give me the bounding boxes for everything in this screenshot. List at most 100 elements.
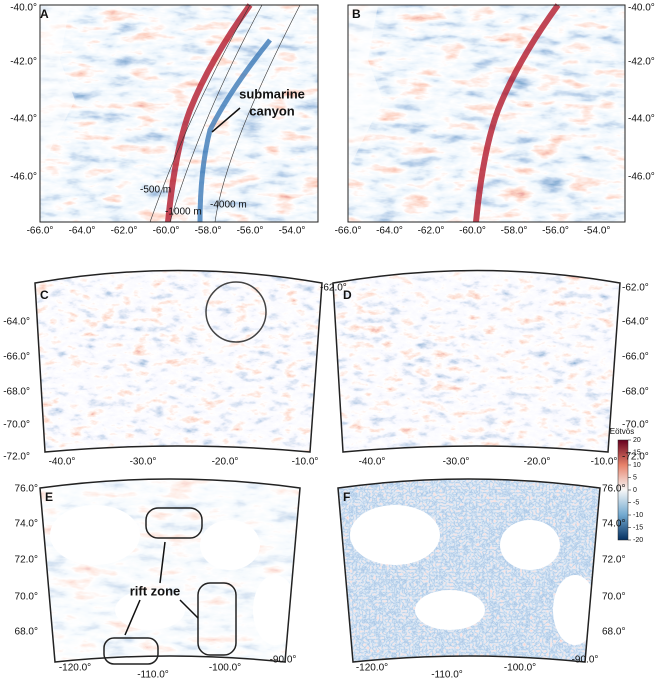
lon-label: -110.0° bbox=[431, 670, 463, 681]
lon-label: -20.0° bbox=[212, 457, 239, 468]
lon-label: -110.0° bbox=[137, 670, 169, 681]
lon-label: -56.0° bbox=[542, 226, 569, 237]
lon-label: -66.0° bbox=[27, 226, 54, 237]
lat-label: -66.0° bbox=[622, 352, 649, 363]
contours bbox=[149, 4, 301, 223]
frame bbox=[337, 478, 601, 663]
rift-box bbox=[145, 507, 203, 539]
canyon bbox=[197, 38, 272, 223]
map-c bbox=[35, 270, 322, 452]
frame bbox=[332, 269, 621, 453]
panel-letter: A bbox=[40, 7, 49, 21]
lat-label: -42.0° bbox=[10, 57, 37, 68]
canyon-label: submarine bbox=[239, 86, 305, 101]
panel-letter: B bbox=[352, 7, 361, 21]
lon-label: -20.0° bbox=[524, 457, 551, 468]
frame bbox=[39, 4, 319, 223]
lon-label: -64.0° bbox=[69, 226, 96, 237]
map-b bbox=[348, 5, 625, 222]
lat-label: 68.0° bbox=[602, 627, 625, 638]
map-a bbox=[40, 5, 318, 222]
colorbar-label: Eötvös bbox=[610, 427, 634, 436]
lat-label: -40.0° bbox=[10, 3, 37, 14]
rift-label: rift zone bbox=[130, 583, 181, 598]
lat-label: -68.0° bbox=[3, 387, 30, 398]
lon-label: -54.0° bbox=[279, 226, 306, 237]
lon-label: -120.0° bbox=[59, 663, 91, 674]
lat-label: -64.0° bbox=[622, 317, 649, 328]
lon-label: -56.0° bbox=[237, 226, 264, 237]
colorbar-tick-label: 10 bbox=[633, 462, 641, 469]
rift-box bbox=[103, 637, 159, 665]
lat-label: -46.0° bbox=[628, 172, 655, 183]
lat-label: -44.0° bbox=[10, 114, 37, 125]
lon-label: -90.0° bbox=[572, 655, 599, 666]
colorbar-tick-label: -10 bbox=[633, 512, 643, 519]
lon-label: -100.0° bbox=[504, 663, 536, 674]
lat-label: 72.0° bbox=[602, 555, 625, 566]
lon-label: -40.0° bbox=[49, 457, 76, 468]
panel-letter: E bbox=[45, 490, 53, 504]
frame bbox=[347, 4, 626, 223]
rift-arrows bbox=[124, 541, 199, 636]
lat-label: -70.0° bbox=[622, 420, 649, 431]
lat-label: 68.0° bbox=[15, 627, 38, 638]
lat-label: -64.0° bbox=[3, 317, 30, 328]
panel-letter: D bbox=[343, 288, 352, 302]
shelf-edge bbox=[473, 3, 561, 223]
lon-label: -62.0° bbox=[418, 226, 445, 237]
lat-label: 70.0° bbox=[15, 592, 38, 603]
lat-label: 76.0° bbox=[602, 484, 625, 495]
lon-label: -60.0° bbox=[153, 226, 180, 237]
lat-label: -46.0° bbox=[10, 172, 37, 183]
depth-label: -4000 m bbox=[210, 200, 247, 211]
lon-label: -100.0° bbox=[209, 663, 241, 674]
canyon-arrow bbox=[211, 107, 241, 133]
lat-label: -68.0° bbox=[622, 387, 649, 398]
map-d bbox=[333, 270, 620, 452]
lat-label: 74.0° bbox=[15, 519, 38, 530]
lon-label: -60.0° bbox=[459, 226, 486, 237]
colorbar-tick-label: 20 bbox=[633, 437, 641, 444]
lon-label: -54.0° bbox=[584, 226, 611, 237]
colorbar-tick-label: -20 bbox=[633, 537, 643, 544]
canyon-label: canyon bbox=[249, 103, 295, 118]
lat-label: 70.0° bbox=[602, 592, 625, 603]
colorbar-tick-label: 0 bbox=[633, 487, 637, 494]
land bbox=[40, 5, 75, 170]
lon-label: -58.0° bbox=[195, 226, 222, 237]
lon-label: -10.0° bbox=[591, 457, 618, 468]
panel-letter: C bbox=[40, 288, 49, 302]
lat-label: 76.0° bbox=[15, 484, 38, 495]
rift-box bbox=[197, 582, 237, 656]
lat-label: -62.0° bbox=[622, 283, 649, 294]
depth-label: -1000 m bbox=[165, 207, 202, 218]
colorbar-tick-label: -5 bbox=[633, 499, 639, 506]
panel-letter: F bbox=[343, 490, 350, 504]
lon-label: -90.0° bbox=[270, 655, 297, 666]
lon-label: -30.0° bbox=[443, 457, 470, 468]
lat-label: -40.0° bbox=[628, 3, 655, 14]
frame bbox=[34, 269, 323, 453]
lat-label: -72.0° bbox=[622, 452, 649, 463]
lon-label: -10.0° bbox=[292, 457, 319, 468]
lon-label: -64.0° bbox=[376, 226, 403, 237]
lat-label: -44.0° bbox=[628, 114, 655, 125]
lon-label: -58.0° bbox=[501, 226, 528, 237]
frame bbox=[39, 478, 301, 663]
lon-label: -62.0° bbox=[111, 226, 138, 237]
colorbar-tick-label: 15 bbox=[633, 449, 641, 456]
highlight-circle bbox=[205, 281, 267, 343]
lat-label: -42.0° bbox=[628, 57, 655, 68]
lon-label: -66.0° bbox=[335, 226, 362, 237]
lat-label: -66.0° bbox=[3, 352, 30, 363]
lat-label: -72.0° bbox=[3, 452, 30, 463]
lat-label: -70.0° bbox=[3, 420, 30, 431]
lat-label: 72.0° bbox=[15, 555, 38, 566]
colorbar-tick-label: 5 bbox=[633, 474, 637, 481]
lat-label: -62.0° bbox=[320, 283, 347, 294]
lon-label: -30.0° bbox=[130, 457, 157, 468]
land bbox=[348, 5, 383, 170]
lon-label: -40.0° bbox=[359, 457, 386, 468]
